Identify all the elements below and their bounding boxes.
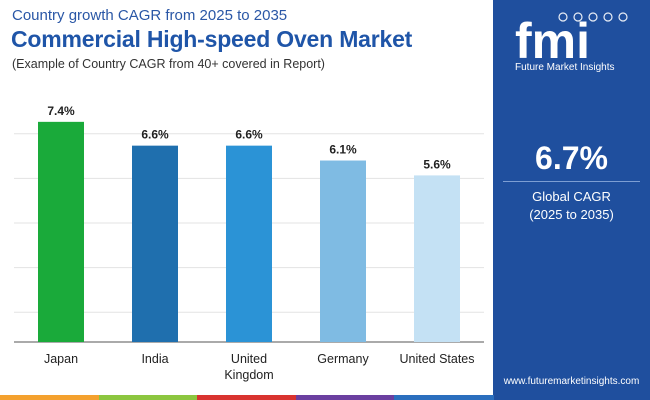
data-label: 7.4% xyxy=(47,104,75,118)
strip-segment xyxy=(394,395,494,400)
data-label: 5.6% xyxy=(423,157,451,171)
chart-note: (Example of Country CAGR from 40+ covere… xyxy=(12,57,325,71)
chart-subtitle: Country growth CAGR from 2025 to 2035 xyxy=(12,7,288,24)
kpi-divider xyxy=(503,181,640,182)
global-cagr-period: (2025 to 2035) xyxy=(529,207,614,222)
strip-segment xyxy=(197,395,297,400)
category-label: United States xyxy=(399,352,474,366)
color-strip xyxy=(0,395,494,400)
fmi-logo: fmi Future Market Insights xyxy=(515,8,630,73)
global-cagr-value: 6.7% xyxy=(535,140,608,176)
strip-segment xyxy=(0,395,100,400)
summary-panel: fmi Future Market Insights 6.7% Global C… xyxy=(493,0,650,400)
strip-segment xyxy=(295,395,396,400)
global-cagr-label: Global CAGR xyxy=(532,189,611,204)
data-label: 6.6% xyxy=(141,128,169,142)
bar-united-states xyxy=(414,175,460,342)
logo-caption: Future Market Insights xyxy=(515,62,615,73)
data-label: 6.6% xyxy=(235,128,263,142)
chart-title: Commercial High-speed Oven Market xyxy=(11,26,413,52)
data-label: 6.1% xyxy=(329,143,357,157)
category-label: Japan xyxy=(44,352,78,366)
bar-india xyxy=(132,145,178,342)
logo-letters: fmi xyxy=(515,13,590,64)
bar-germany xyxy=(320,160,366,342)
category-label: Kingdom xyxy=(224,368,273,382)
bar-united-kingdom xyxy=(226,145,272,342)
website-link[interactable]: www.futuremarketinsights.com xyxy=(503,376,640,387)
bar-japan xyxy=(38,121,84,342)
bar-chart: 7.4% Japan 6.6% India 6.6% United Kingdom 6.1% G… xyxy=(14,104,484,382)
category-label: Germany xyxy=(317,352,369,366)
category-label: India xyxy=(141,352,168,366)
strip-segment xyxy=(98,395,199,400)
category-label: United xyxy=(231,352,267,366)
